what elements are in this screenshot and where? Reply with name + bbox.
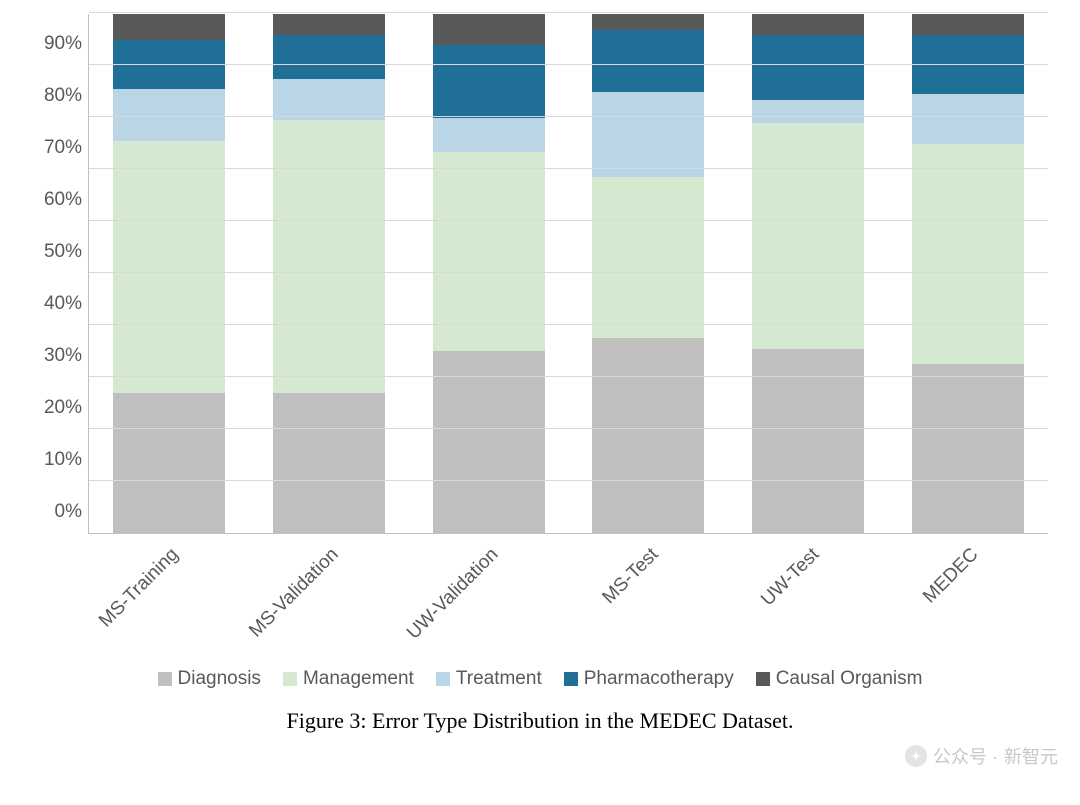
bar-segment (592, 14, 704, 30)
legend-swatch (158, 672, 172, 686)
x-label-wrap: MS-Validation (272, 534, 384, 664)
grid-line (89, 12, 1048, 13)
y-tick-label: 40% (44, 293, 82, 315)
bar (433, 14, 545, 533)
y-tick-label: 10% (44, 449, 82, 471)
grid-line (89, 116, 1048, 117)
y-tick-label: 50% (44, 241, 82, 263)
legend-label: Diagnosis (178, 668, 261, 690)
grid-line (89, 168, 1048, 169)
y-tick-label: 30% (44, 345, 82, 367)
legend-swatch (756, 672, 770, 686)
bar-segment (273, 393, 385, 533)
grid-line (89, 376, 1048, 377)
bar-segment (273, 35, 385, 79)
bar-segment (912, 14, 1024, 35)
bar-segment (113, 14, 225, 40)
x-tick-label: MS-Test (599, 544, 664, 609)
x-tick-label: UW-Validation (403, 544, 503, 644)
bar (752, 14, 864, 533)
legend-swatch (436, 672, 450, 686)
watermark-name: 新智元 (1004, 743, 1058, 769)
y-tick-label: 70% (44, 137, 82, 159)
legend-swatch (564, 672, 578, 686)
bar-segment (752, 35, 864, 100)
grid-line (89, 324, 1048, 325)
bar-segment (433, 118, 545, 152)
plot-area (88, 14, 1048, 534)
y-tick-label: 0% (55, 501, 82, 523)
bar-segment (752, 123, 864, 349)
bar-segment (752, 100, 864, 123)
x-tick-label: UW-Test (757, 544, 824, 611)
x-label-wrap: UW-Test (752, 534, 864, 664)
legend-label: Treatment (456, 668, 542, 690)
bar (592, 14, 704, 533)
legend-label: Causal Organism (776, 668, 923, 690)
y-tick-label: 60% (44, 189, 82, 211)
bar-segment (912, 144, 1024, 365)
bar-segment (592, 30, 704, 92)
bar-segment (752, 14, 864, 35)
x-label-wrap: MEDEC (912, 534, 1024, 664)
grid-line (89, 64, 1048, 65)
bar (912, 14, 1024, 533)
bar-segment (433, 351, 545, 533)
legend-item: Causal Organism (756, 668, 923, 690)
bar-segment (592, 177, 704, 338)
legend-swatch (283, 672, 297, 686)
figure-caption: Figure 3: Error Type Distribution in the… (20, 708, 1060, 734)
y-tick-label: 20% (44, 397, 82, 419)
legend: Diagnosis Management Treatment Pharmacother… (40, 668, 1040, 690)
grid-line (89, 428, 1048, 429)
bar-segment (592, 92, 704, 178)
x-tick-label: MEDEC (919, 544, 983, 608)
y-tick-label: 90% (44, 33, 82, 55)
watermark-prefix: 公众号 · (933, 743, 998, 769)
bar-segment (433, 152, 545, 352)
x-label-wrap: UW-Validation (432, 534, 544, 664)
bar-segment (113, 393, 225, 533)
bar-segment (273, 79, 385, 121)
legend-label: Management (303, 668, 414, 690)
wechat-icon: ✦ (905, 745, 927, 767)
legend-label: Pharmacotherapy (584, 668, 734, 690)
y-tick-label: 100% (33, 0, 82, 3)
bar-segment (273, 120, 385, 392)
bar-segment (273, 14, 385, 35)
bar (113, 14, 225, 533)
y-axis: 0%10%20%30%40%50%60%70%80%90%100% (20, 14, 88, 534)
legend-item: Treatment (436, 668, 542, 690)
bar-segment (912, 364, 1024, 533)
x-label-wrap: MS-Test (592, 534, 704, 664)
stacked-bar-chart: 0%10%20%30%40%50%60%70%80%90%100% MS-Tra… (20, 14, 1060, 734)
x-label-wrap: MS-Training (112, 534, 224, 664)
plot-row: 0%10%20%30%40%50%60%70%80%90%100% (20, 14, 1060, 534)
x-axis: MS-TrainingMS-ValidationUW-ValidationMS-… (88, 534, 1048, 664)
x-tick-label: MS-Training (95, 544, 183, 632)
grid-line (89, 272, 1048, 273)
bars-container (89, 14, 1048, 533)
legend-item: Diagnosis (158, 668, 261, 690)
legend-item: Management (283, 668, 414, 690)
bar-segment (433, 45, 545, 118)
grid-line (89, 480, 1048, 481)
bar-segment (592, 338, 704, 533)
x-tick-label: MS-Validation (245, 544, 343, 642)
legend-item: Pharmacotherapy (564, 668, 734, 690)
bar (273, 14, 385, 533)
bar-segment (912, 94, 1024, 143)
bar-segment (433, 14, 545, 45)
grid-line (89, 220, 1048, 221)
y-tick-label: 80% (44, 85, 82, 107)
bar-segment (113, 141, 225, 393)
watermark: ✦ 公众号 · 新智元 (905, 743, 1058, 769)
